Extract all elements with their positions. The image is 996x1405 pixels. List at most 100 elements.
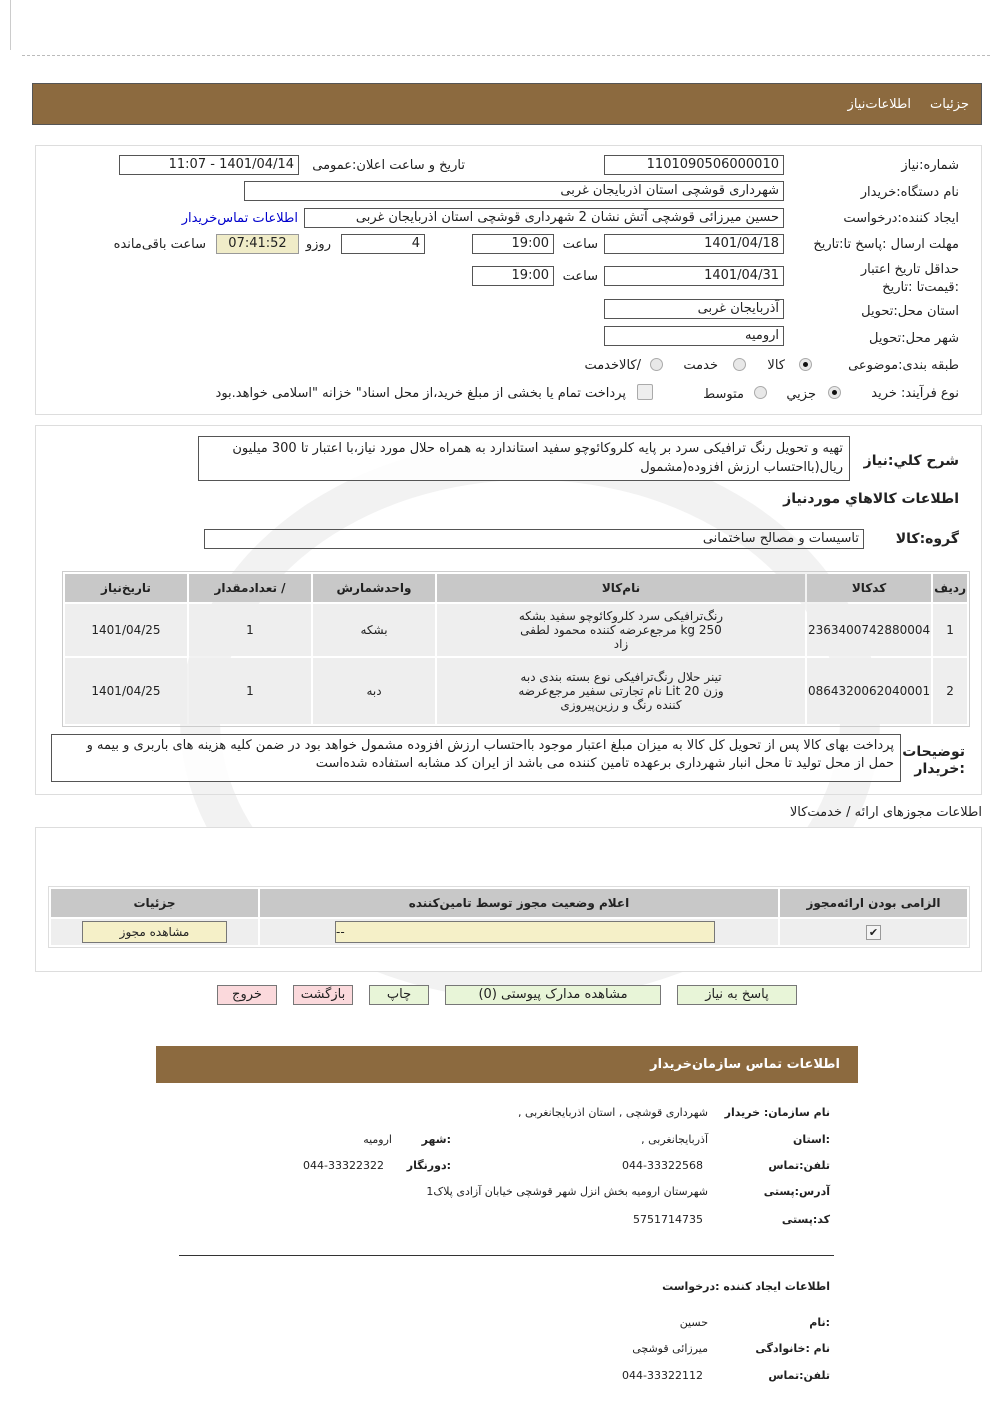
validity-label: حداقل تاریخ اعتبار :قیمت‌تا :تاریخ: [860, 262, 959, 295]
cell-qty: 1: [189, 658, 311, 724]
need-info-panel: شماره:نیاز 1101090506000010 تاریخ و ساعت…: [35, 145, 982, 415]
col-row: ردیف: [933, 574, 967, 602]
summary-label: شرح کلي:نیاز: [863, 453, 959, 469]
postal-value: 5751714735: [633, 1213, 703, 1226]
permits-table: الزامی بودن ارائه‌مجوز اعلام وضعیت مجوز …: [49, 887, 969, 947]
creator-phone-label: تلفن:تماس: [768, 1369, 830, 1382]
contact-title: اطلاعات تماس سازمان‌خریدار: [650, 1057, 840, 1072]
required-checkbox[interactable]: ✔: [866, 924, 881, 940]
category-goods-label: کالا: [767, 358, 785, 373]
process-radio-minor[interactable]: [828, 386, 841, 399]
tab-need-info[interactable]: اطلاعات‌نیاز: [847, 97, 911, 112]
validity-time-label: ساعت: [562, 269, 598, 284]
goods-title: اطلاعات کالاهاي موردنیاز: [783, 491, 959, 507]
goods-table: ردیف کدکالا نام‌کالا واحدشمارش / تعدادمق…: [63, 572, 969, 726]
col-unit: واحدشمارش: [313, 574, 435, 602]
postal-label: کد:پستی: [781, 1213, 830, 1226]
city-value: ارومیه: [363, 1133, 392, 1146]
contact-header-bar: اطلاعات تماس سازمان‌خریدار: [156, 1046, 858, 1083]
family-value: میرزائی قوشچی: [632, 1342, 708, 1355]
creator-title: اطلاعات ایجاد کننده :درخواست: [662, 1280, 830, 1293]
fax-label: :دورنگار: [406, 1159, 451, 1172]
table-header: ردیف کدکالا نام‌کالا واحدشمارش / تعدادمق…: [65, 574, 967, 602]
category-radio-both[interactable]: [650, 358, 663, 371]
need-number-label: شماره:نیاز: [901, 158, 959, 173]
exit-button[interactable]: خروج: [217, 985, 277, 1005]
buyer-org-field: شهرداری قوشچی استان اذربایجان غربی: [244, 181, 784, 201]
col-code: کدکالا: [806, 574, 932, 602]
attachments-button[interactable]: مشاهده مدارک پیوستی (0): [445, 985, 661, 1005]
summary-text: تهیه و تحویل رنگ ترافیکی سرد بر پایه کلر…: [198, 436, 850, 481]
col-status: اعلام وضعیت مجوز توسط تامین‌کننده: [260, 889, 778, 917]
org-label: نام سازمان: خریدار: [724, 1106, 830, 1119]
back-button[interactable]: بازگشت: [293, 985, 353, 1005]
family-label: نام :خانوادگی: [755, 1342, 830, 1355]
table-row: 1 2363400742880004 رنگ‌ترافیکی سرد کلروک…: [65, 604, 967, 656]
org-value: شهرداری قوشچی , استان اذربایجانغربی ,: [517, 1106, 708, 1119]
category-both-label: /کالاخدمت: [584, 358, 641, 373]
cell-required: ✔: [780, 919, 967, 945]
name-label: :نام: [809, 1316, 830, 1329]
treasury-note: پرداخت تمام یا بخشی از مبلغ خرید،از محل …: [215, 386, 626, 401]
status-field: --: [335, 921, 715, 943]
city-label: :شهر: [421, 1133, 451, 1146]
left-rule: [10, 0, 11, 50]
deadline-time-field: 19:00: [472, 234, 554, 254]
phone-label: تلفن:تماس: [768, 1159, 830, 1172]
announce-label: تاریخ و ساعت اعلان:عمومی: [312, 158, 465, 173]
buyer-notes: پرداخت بهای کالا پس از تحویل کل کالا به …: [51, 734, 901, 782]
tab-details[interactable]: جزئیات: [930, 97, 969, 112]
summary-panel: شرح کلي:نیاز تهیه و تحویل رنگ ترافیکی سر…: [35, 425, 982, 795]
category-radio-service[interactable]: [733, 358, 746, 371]
cell-status: --: [260, 919, 778, 945]
category-radio-goods[interactable]: [799, 358, 812, 371]
city-label: شهر محل:تحویل: [869, 331, 959, 346]
city-field: ارومیه: [604, 326, 784, 346]
divider: [179, 1255, 834, 1256]
buyer-notes-label: توضیحات :خریدار: [902, 744, 965, 777]
deadline-date-field: 1401/04/18: [604, 234, 784, 254]
reply-button[interactable]: پاسخ به نیاز: [677, 985, 797, 1005]
province-label: :استان: [793, 1133, 830, 1146]
group-label: گروه:کالا: [895, 531, 959, 547]
category-service-label: خدمت: [683, 358, 718, 373]
col-name: نام‌کالا: [437, 574, 805, 602]
deadline-time-label: ساعت: [562, 237, 598, 252]
print-button[interactable]: چاپ: [369, 985, 429, 1005]
cell-unit: بشکه: [313, 604, 435, 656]
creator-label: ایجاد کننده:درخواست: [843, 211, 959, 226]
cell-unit: دبه: [313, 658, 435, 724]
cell-name: تینر حلال رنگ‌ترافیکی نوع بسته بندی دبه …: [437, 658, 805, 724]
deadline-label: مهلت ارسال :پاسخ تا:تاریخ: [813, 237, 959, 252]
header-bar: جزئیات اطلاعات‌نیاز: [32, 83, 982, 125]
fax-value: 044-33322322: [303, 1159, 384, 1172]
buyer-contact-link[interactable]: اطلاعات تماس‌خریدار: [181, 211, 298, 226]
top-rule: [22, 55, 990, 56]
creator-field: حسین میرزائی قوشچی آتش نشان 2 شهرداری قو…: [304, 208, 784, 228]
cell-date: 1401/04/25: [65, 604, 187, 656]
address-label: آدرس:پستی: [763, 1185, 830, 1198]
col-details: جزئیات: [51, 889, 258, 917]
process-radio-medium[interactable]: [754, 386, 767, 399]
group-field: تاسیسات و مصالح ساختمانی: [204, 529, 864, 549]
cell-date: 1401/04/25: [65, 658, 187, 724]
cell-name: رنگ‌ترافیکی سرد کلروکائوچو سفید بشکه 250…: [437, 604, 805, 656]
treasury-checkbox[interactable]: [637, 384, 653, 400]
address-value: شهرستان ارومیه بخش انزل شهر قوشچی خیابان…: [426, 1185, 708, 1198]
table-row: ✔ -- مشاهده مجوز: [51, 919, 967, 945]
cell-qty: 1: [189, 604, 311, 656]
announce-field: 1401/04/14 - 11:07: [119, 155, 299, 175]
category-label: طبقه بندی:موضوعی: [848, 358, 959, 373]
process-minor-label: جزيي: [786, 387, 816, 402]
col-qty: / تعدادمقدار: [189, 574, 311, 602]
col-date: تاریخ‌نیاز: [65, 574, 187, 602]
province-field: آذربایجان غربی: [604, 299, 784, 319]
buyer-org-label: نام دستگاه:خریدار: [860, 185, 959, 200]
phone-value: 044-33322568: [622, 1159, 703, 1172]
cell-code: 0864320062040001: [806, 658, 932, 724]
view-permit-button[interactable]: مشاهده مجوز: [82, 921, 227, 943]
cell-details: مشاهده مجوز: [51, 919, 258, 945]
permits-table-wrap: الزامی بودن ارائه‌مجوز اعلام وضعیت مجوز …: [48, 886, 970, 948]
cell-row: 2: [933, 658, 967, 724]
remaining-label: ساعت باقی‌مانده: [113, 237, 206, 252]
